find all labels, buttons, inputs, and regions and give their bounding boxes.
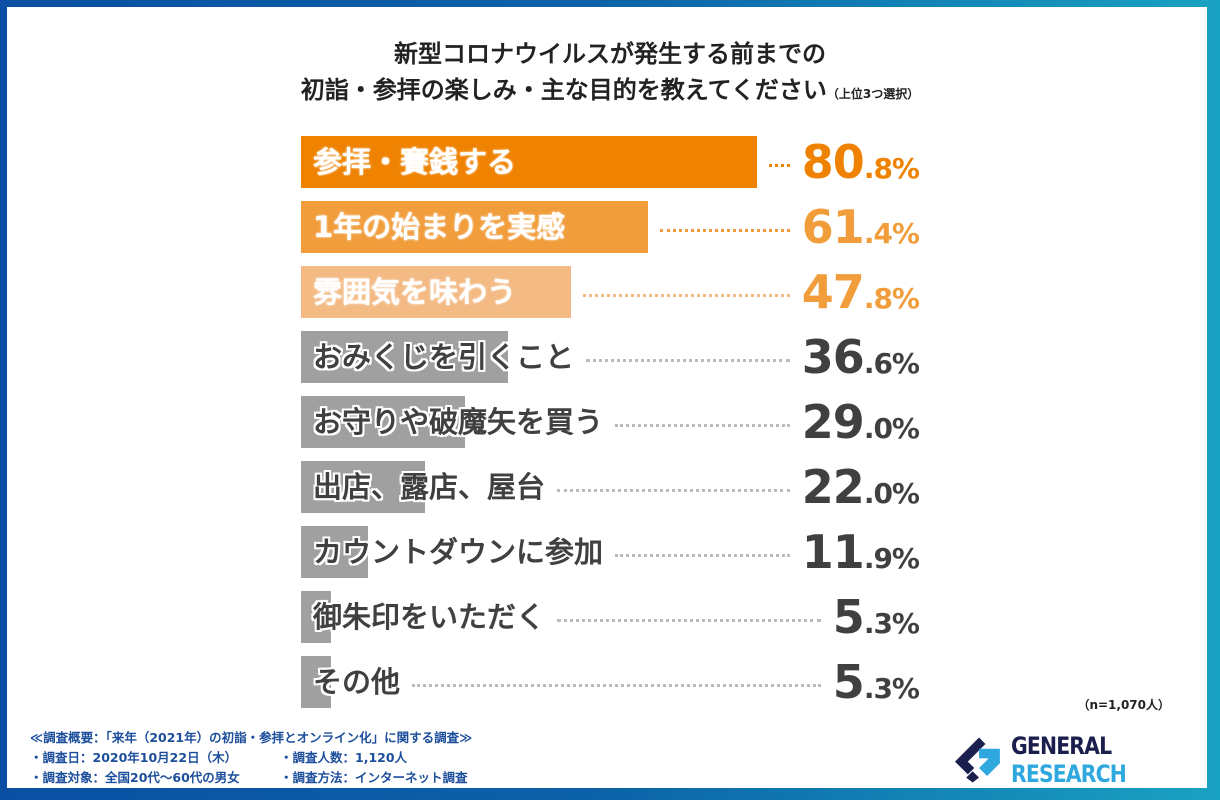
category-label: カウントダウンに参加 <box>313 535 604 569</box>
logo-word-general: GENERAL <box>1011 732 1112 760</box>
bar <box>301 461 426 513</box>
value-label: 5.3% <box>832 587 920 658</box>
category-label: 1年の始まりを実感 <box>313 210 566 244</box>
value-integer: 5 <box>832 655 865 709</box>
bar <box>301 396 465 448</box>
bar <box>301 266 571 318</box>
value-decimal: .4% <box>863 217 920 250</box>
survey-method: ・調査方法：インターネット調査 <box>280 770 468 785</box>
bar-row: 参拝・賽銭する 80.8% <box>301 135 921 189</box>
bar <box>301 201 648 253</box>
value-label: 47.8% <box>801 262 920 333</box>
bar-row: お守りや破魔矢を買う 29.0% <box>301 395 921 449</box>
value-label: 22.0% <box>801 457 920 528</box>
dotted-leader <box>615 424 790 427</box>
category-label: 出店、露店、屋台 <box>313 470 546 504</box>
bar <box>301 591 331 643</box>
dotted-leader <box>615 554 790 557</box>
chart-title: 新型コロナウイルスが発生する前までの 初詣・参拝の楽しみ・主な目的を教えてくださ… <box>0 36 1220 112</box>
dotted-leader <box>412 684 821 687</box>
logo-text: GENERAL RESEARCH <box>1011 732 1189 788</box>
category-label: 雰囲気を味わう <box>313 275 517 309</box>
value-integer: 36 <box>801 330 865 384</box>
title-note: （上位3つ選択） <box>826 87 920 101</box>
survey-date: ・調査日：2020年10月22日（木） <box>30 750 238 765</box>
value-decimal: .3% <box>863 607 920 640</box>
survey-footer: ≪調査概要：「来年（2021年）の初詣・参拝とオンライン化」に関する調査≫ ・調… <box>30 728 540 788</box>
logo-mark-icon <box>955 737 1000 783</box>
sample-size-note: （n=1,070人） <box>1077 698 1170 712</box>
dotted-leader <box>557 619 821 622</box>
title-line-2-text: 初詣・参拝の楽しみ・主な目的を教えてください <box>300 76 827 104</box>
value-decimal: .9% <box>863 542 920 575</box>
value-label: 80.8% <box>801 132 920 203</box>
survey-count: ・調査人数：1,120人 <box>280 750 408 765</box>
value-decimal: .0% <box>863 412 920 445</box>
dotted-leader <box>557 489 790 492</box>
bar-row: その他 5.3% <box>301 655 921 709</box>
value-label: 29.0% <box>801 392 920 463</box>
bar-row: 御朱印をいただく 5.3% <box>301 590 921 644</box>
value-label: 61.4% <box>801 197 920 268</box>
bar-row: 出店、露店、屋台 22.0% <box>301 460 921 514</box>
bar-row: カウントダウンに参加 11.9% <box>301 525 921 579</box>
title-line-2: 初詣・参拝の楽しみ・主な目的を教えてください（上位3つ選択） <box>0 72 1220 112</box>
value-integer: 11 <box>801 525 865 579</box>
bar <box>301 136 757 188</box>
value-integer: 61 <box>801 200 865 254</box>
value-decimal: .8% <box>863 152 920 185</box>
dotted-leader <box>660 229 790 232</box>
value-decimal: .6% <box>863 347 920 380</box>
category-label: 参拝・賽銭する <box>313 145 517 179</box>
value-decimal: .0% <box>863 477 920 510</box>
value-integer: 47 <box>801 265 865 319</box>
value-label: 36.6% <box>801 327 920 398</box>
bar-row: おみくじを引くこと 36.6% <box>301 330 921 384</box>
value-label: 11.9% <box>801 522 920 593</box>
category-label: その他 <box>313 665 401 699</box>
value-integer: 5 <box>832 590 865 644</box>
category-label: おみくじを引くこと <box>313 340 575 374</box>
value-integer: 80 <box>801 135 865 189</box>
bar <box>301 526 369 578</box>
value-integer: 29 <box>801 395 865 449</box>
dotted-leader <box>583 294 790 297</box>
bar-row: 1年の始まりを実感 61.4% <box>301 200 921 254</box>
survey-target: ・調査対象：全国20代〜60代の男女 <box>30 770 240 785</box>
dotted-leader <box>586 359 790 362</box>
category-label: 御朱印をいただく <box>313 600 546 634</box>
survey-title: ≪調査概要：「来年（2021年）の初詣・参拝とオンライン化」に関する調査≫ <box>30 730 473 745</box>
dotted-leader <box>769 164 790 167</box>
value-decimal: .8% <box>863 282 920 315</box>
value-integer: 22 <box>801 460 865 514</box>
general-research-logo: GENERAL RESEARCH <box>955 730 1220 790</box>
value-label: 5.3% <box>832 652 920 723</box>
title-line-1: 新型コロナウイルスが発生する前までの <box>394 40 826 68</box>
bar <box>301 656 331 708</box>
bar <box>301 331 508 383</box>
logo-word-research: RESEARCH <box>1011 760 1127 788</box>
value-decimal: .3% <box>863 672 920 705</box>
category-label: お守りや破魔矢を買う <box>313 405 604 439</box>
bar-row: 雰囲気を味わう 47.8% <box>301 265 921 319</box>
